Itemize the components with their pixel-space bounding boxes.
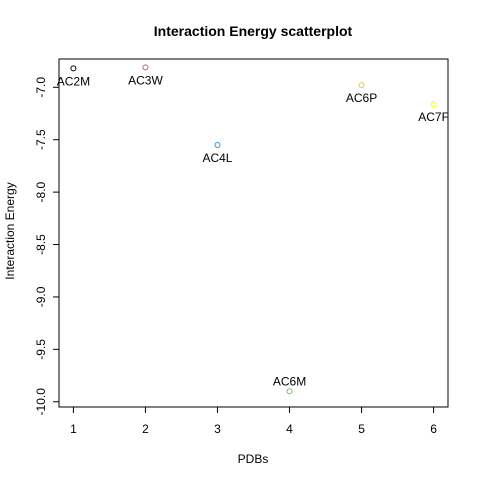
y-tick-label: -10.0	[34, 388, 48, 416]
y-axis: -10.0 -9.5 -9.0 -8.5 -8.0 -7.5 -7.0	[34, 77, 59, 416]
point-label-ac7f: AC7F	[418, 110, 449, 124]
x-axis: 1 2 3 4 5 6	[70, 407, 437, 436]
point-label-ac2m: AC2M	[57, 74, 90, 88]
point-label-ac3w: AC3W	[128, 73, 163, 87]
data-point-ac3w	[142, 64, 149, 71]
x-axis-label: PDBs	[238, 452, 269, 466]
plot-frame	[58, 58, 449, 408]
y-tick-label: -8.5	[34, 234, 48, 255]
point-label-ac6p: AC6P	[346, 91, 377, 105]
data-point-ac4l	[214, 141, 221, 148]
chart-title: Interaction Energy scatterplot	[154, 23, 353, 39]
y-axis-label: Interaction Energy	[3, 182, 17, 279]
y-tick-label: -9.0	[34, 286, 48, 307]
y-tick-label: -9.5	[34, 339, 48, 360]
x-tick-label: 5	[358, 422, 365, 436]
data-point-ac7f	[430, 101, 437, 108]
x-tick-label: 2	[142, 422, 149, 436]
data-point-ac6p	[358, 82, 365, 89]
data-point-ac6m	[286, 388, 293, 395]
point-label-ac4l: AC4L	[202, 151, 232, 165]
x-tick-label: 4	[286, 422, 293, 436]
x-tick-label: 3	[214, 422, 221, 436]
data-point-ac2m	[70, 65, 77, 72]
y-tick-label: -8.0	[34, 181, 48, 202]
data-points: AC2M AC3W AC4L AC6M AC6P AC7F	[57, 64, 449, 395]
x-tick-label: 6	[430, 422, 437, 436]
point-label-ac6m: AC6M	[273, 374, 306, 388]
y-tick-label: -7.5	[34, 129, 48, 150]
x-tick-label: 1	[70, 422, 77, 436]
y-tick-label: -7.0	[34, 77, 48, 98]
